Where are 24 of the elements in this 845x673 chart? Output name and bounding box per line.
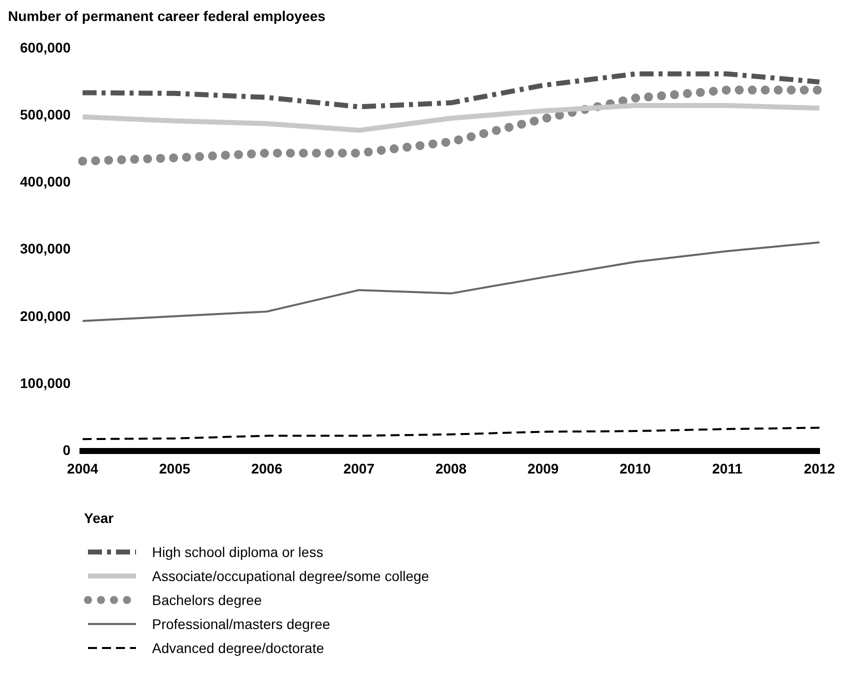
x-tick-label: 2010 <box>620 460 652 476</box>
x-tick-label: 2008 <box>435 460 467 476</box>
y-tick-label: 200,000 <box>20 308 71 324</box>
x-tick-label: 2012 <box>804 460 836 476</box>
legend-label: Associate/occupational degree/some college <box>152 568 430 584</box>
y-tick-label: 0 <box>62 442 71 458</box>
y-tick-label: 500,000 <box>20 106 71 122</box>
x-tick-label: 2007 <box>343 460 375 476</box>
legend-label: High school diploma or less <box>152 544 324 560</box>
x-tick-label: 2009 <box>528 460 559 476</box>
legend-label: Professional/masters degree <box>152 616 330 632</box>
line-series <box>82 426 820 440</box>
x-tick-label: 2004 <box>67 460 98 476</box>
y-tick-label: 300,000 <box>20 240 71 257</box>
x-tick-label: 2006 <box>251 460 283 476</box>
x-tick-label: 2011 <box>712 460 743 476</box>
y-tick-label: 600,000 <box>20 39 71 56</box>
x-axis-title: Year <box>84 510 114 526</box>
legend-label: Bachelors degree <box>152 592 262 608</box>
y-axis-title: Number of permanent career federal employees <box>8 8 326 24</box>
y-tick-label: 100,000 <box>20 374 71 391</box>
legend-label: Advanced degree/doctorate <box>152 640 324 656</box>
x-tick-label: 2005 <box>159 460 190 476</box>
y-tick-label: 400,000 <box>20 174 71 190</box>
